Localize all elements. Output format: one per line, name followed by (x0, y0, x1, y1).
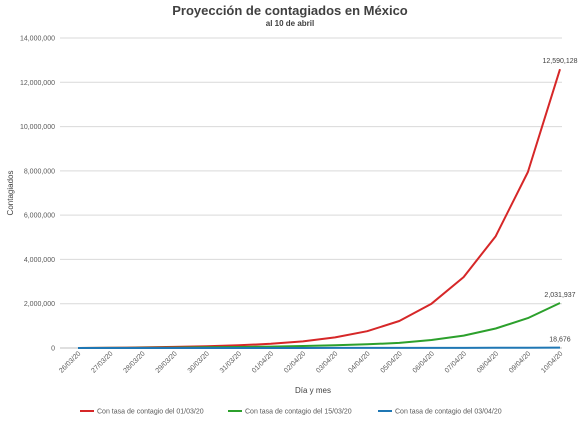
y-axis-ticks: 0 2,000,000 4,000,000 6,000,000 8,000,000 10,… (20, 36, 55, 353)
y-tick-label-3: 6,000,000 (24, 213, 55, 220)
end-label-0: 12,590,128 (542, 58, 577, 65)
legend-label-0: Con tasa de contagio del 01/03/20 (97, 409, 204, 416)
legend-label-1: Con tasa de contagio del 15/03/20 (245, 409, 352, 416)
y-tick-label-6: 12,000,000 (20, 80, 55, 87)
y-tick-label-0: 0 (51, 346, 55, 353)
y-tick-label-2: 4,000,000 (24, 257, 55, 264)
series-lines (77, 68, 561, 349)
y-axis-label: Contagiados (6, 171, 15, 216)
end-label-2: 18,676 (549, 337, 571, 344)
y-tick-label-7: 14,000,000 (20, 36, 55, 43)
y-tick-label-4: 8,000,000 (24, 168, 55, 175)
y-tick-label-5: 10,000,000 (20, 124, 55, 131)
chart-subtitle: al 10 de abril (266, 19, 314, 28)
legend-label-2: Con tasa de contagio del 03/04/20 (395, 409, 502, 416)
y-tick-label-1: 2,000,000 (24, 301, 55, 308)
chart-title: Proyección de contagiados en México (172, 3, 408, 18)
x-axis-label: Día y mes (295, 386, 331, 395)
end-labels: 12,590,128 2,031,937 18,676 (542, 58, 577, 343)
legend: Con tasa de contagio del 01/03/20 Con tas… (80, 409, 502, 416)
end-label-1: 2,031,937 (544, 292, 575, 299)
